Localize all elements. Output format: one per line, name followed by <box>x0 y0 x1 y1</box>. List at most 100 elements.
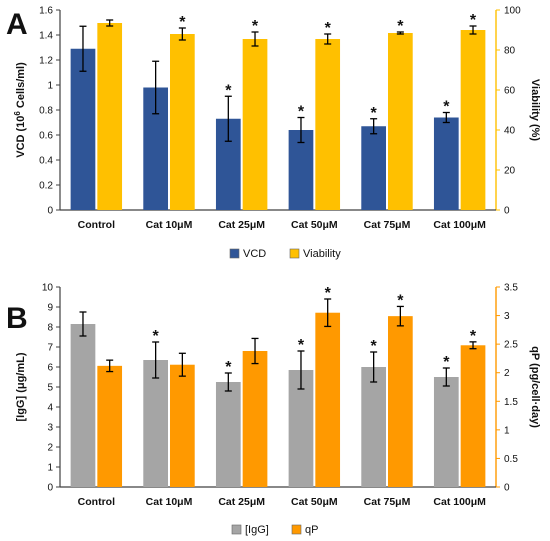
bar-igg <box>70 324 96 487</box>
bar-qp <box>315 312 341 487</box>
significance-marker: * <box>470 328 477 345</box>
legend-swatch <box>289 248 300 259</box>
right-tick-label: 0.5 <box>504 454 518 465</box>
bar-viability <box>315 39 341 210</box>
bar-vcd <box>433 117 459 210</box>
bar-viability <box>388 33 413 210</box>
bar-viability <box>242 39 268 210</box>
bar-vcd <box>361 126 386 210</box>
category-label: Cat 10μM <box>146 496 193 508</box>
bar-igg <box>433 377 459 487</box>
left-tick-label: 6 <box>47 363 53 374</box>
left-tick-label: 1 <box>47 81 53 92</box>
left-tick-label: 5 <box>47 383 53 394</box>
bar-qp <box>460 345 486 487</box>
category-label: Control <box>78 219 115 231</box>
bar-qp <box>97 365 123 487</box>
legend-swatch <box>291 524 302 535</box>
bar-igg <box>143 360 168 487</box>
bar-vcd <box>70 48 96 210</box>
y-axis-label-left-part: VCD (10 <box>15 116 27 158</box>
left-tick-label: 4 <box>47 403 53 414</box>
bar-qp <box>388 316 413 487</box>
significance-marker: * <box>179 14 186 31</box>
y-axis-label-left: VCD (106 Cells/ml) <box>13 62 27 158</box>
category-label: Cat 50μM <box>291 219 338 231</box>
bar-viability <box>460 30 486 210</box>
left-tick-label: 1.2 <box>39 56 53 67</box>
chart-a-vcd-viability: 0 0.2 0.4 0.6 0.8 1 1.2 1.4 1.6 0 20 40 60 80 100 Contr… <box>13 6 541 261</box>
right-tick-label: 60 <box>504 86 516 97</box>
left-tick-label: 0 <box>47 483 53 494</box>
left-tick-label: 1.6 <box>39 6 53 17</box>
chart-b-igg-qp: 0 1 2 3 4 5 6 7 8 9 10 0 0.5 1 1.5 2 2.5 3 3.5 Control Cat 1… <box>15 283 541 537</box>
category-label: Cat 50μM <box>291 496 338 508</box>
bar-vcd <box>288 130 314 210</box>
right-tick-label: 2.5 <box>504 340 518 351</box>
significance-marker: * <box>325 20 332 37</box>
legend-swatch <box>229 248 240 259</box>
category-label: Cat 10μM <box>146 219 193 231</box>
bar-viability <box>170 34 195 210</box>
legend-swatch <box>231 524 242 535</box>
bar-viability <box>97 23 123 210</box>
category-label: Cat 100μM <box>433 219 486 231</box>
significance-marker: * <box>443 99 450 116</box>
category-label: Control <box>78 496 115 508</box>
panel-letter-a: A <box>6 8 28 41</box>
significance-marker: * <box>371 338 378 355</box>
right-tick-label: 0 <box>504 483 510 494</box>
significance-marker: * <box>470 12 477 29</box>
category-label: Cat 25μM <box>218 496 265 508</box>
left-tick-label: 1 <box>47 463 53 474</box>
legend-label: [IgG] <box>245 524 269 536</box>
right-tick-label: 1.5 <box>504 397 518 408</box>
legend-label: qP <box>305 524 318 536</box>
y-axis-label-right: qP (pg/cell·day) <box>529 346 541 428</box>
right-tick-label: 20 <box>504 166 516 177</box>
right-tick-label: 3.5 <box>504 283 518 294</box>
left-tick-label: 9 <box>47 303 53 314</box>
bar-igg <box>361 367 386 487</box>
significance-marker: * <box>371 105 378 122</box>
significance-marker: * <box>325 285 332 302</box>
right-tick-label: 0 <box>504 206 510 217</box>
category-label: Cat 25μM <box>218 219 265 231</box>
significance-marker: * <box>225 82 232 99</box>
significance-marker: * <box>298 104 305 121</box>
significance-marker: * <box>443 354 450 371</box>
right-tick-label: 1 <box>504 425 510 436</box>
y-axis-label-left-end: Cells/ml) <box>15 62 27 111</box>
category-label: Cat 75μM <box>364 496 411 508</box>
left-tick-label: 0.8 <box>39 106 53 117</box>
left-tick-label: 3 <box>47 423 53 434</box>
right-tick-label: 80 <box>504 46 516 57</box>
left-tick-label: 8 <box>47 323 53 334</box>
left-tick-label: 0.6 <box>39 131 53 142</box>
significance-marker: * <box>397 292 404 309</box>
significance-marker: * <box>252 18 259 35</box>
bar-qp <box>170 364 195 487</box>
category-label: Cat 100μM <box>433 496 486 508</box>
right-tick-label: 2 <box>504 368 510 379</box>
category-label: Cat 75μM <box>364 219 411 231</box>
bar-igg <box>215 382 241 487</box>
y-axis-label-left-sup: 6 <box>13 111 22 116</box>
significance-marker: * <box>397 18 404 35</box>
significance-marker: * <box>225 359 232 376</box>
significance-marker: * <box>298 337 305 354</box>
y-axis-label-left: [IgG] (μg/mL) <box>15 352 27 421</box>
panel-letter-b: B <box>6 302 28 335</box>
bar-qp <box>242 351 268 487</box>
legend-label: VCD <box>243 248 266 260</box>
right-tick-label: 3 <box>504 311 510 322</box>
right-tick-label: 40 <box>504 126 516 137</box>
y-axis-label-right: Viability (%) <box>529 79 541 141</box>
left-tick-label: 7 <box>47 343 53 354</box>
legend-label: Viability <box>303 248 341 260</box>
right-tick-label: 100 <box>504 6 521 17</box>
left-tick-label: 0.4 <box>39 156 53 167</box>
left-tick-label: 2 <box>47 443 53 454</box>
left-tick-label: 0.2 <box>39 181 53 192</box>
left-tick-label: 1.4 <box>39 31 53 42</box>
